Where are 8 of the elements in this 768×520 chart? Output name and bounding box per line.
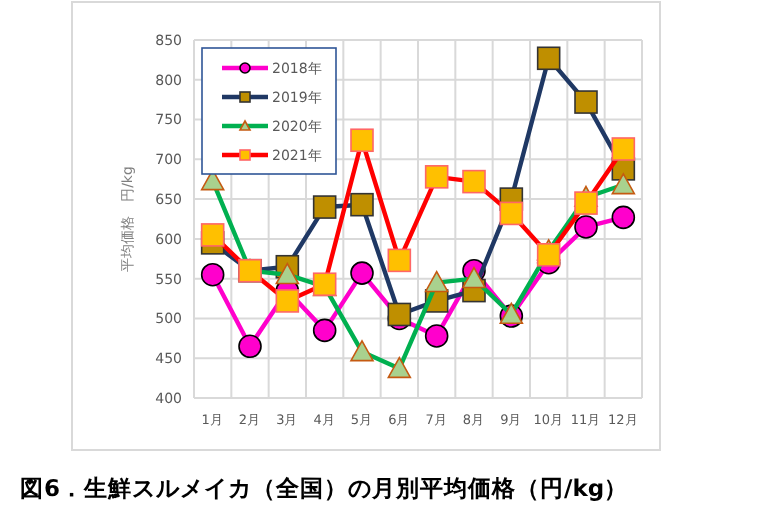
point bbox=[574, 215, 598, 239]
point bbox=[312, 318, 337, 343]
point bbox=[611, 205, 636, 230]
point bbox=[424, 324, 449, 348]
point bbox=[238, 334, 262, 359]
point bbox=[350, 261, 374, 285]
text: 図6．生鮮スルメイカ（全国）の月別平均価格（円/kg） bbox=[20, 474, 629, 502]
point bbox=[200, 262, 225, 287]
